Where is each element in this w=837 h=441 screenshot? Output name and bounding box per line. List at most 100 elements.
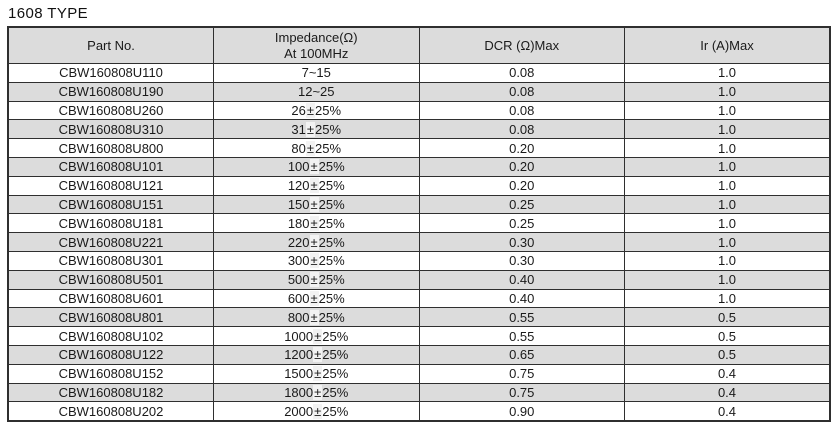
- cell-impedance: 120±25%: [213, 175, 420, 196]
- cell-ir: 1.0: [624, 156, 831, 177]
- table-row: CBW160808U800 80±25% 0.20 1.0: [7, 138, 831, 158]
- col-header-part-no: Part No.: [7, 26, 214, 64]
- cell-part-no: CBW160808U501: [7, 269, 214, 290]
- cell-dcr: 0.25: [418, 213, 625, 234]
- cell-dcr: 0.20: [418, 156, 625, 177]
- cell-part-no: CBW160808U101: [7, 156, 214, 177]
- col-header-dcr: DCR (Ω)Max: [418, 26, 625, 64]
- table-row: CBW160808U190 12~25 0.08 1.0: [7, 81, 831, 102]
- plus-minus-glyph: ±: [313, 328, 323, 344]
- cell-part-no: CBW160808U221: [7, 232, 214, 252]
- cell-impedance: 31±25%: [213, 119, 420, 140]
- cell-ir: 1.0: [624, 119, 831, 140]
- cell-impedance: 500±25%: [213, 269, 420, 290]
- cell-impedance: 26±25%: [213, 100, 420, 121]
- cell-impedance: 800±25%: [213, 307, 420, 328]
- cell-part-no: CBW160808U260: [7, 100, 214, 121]
- cell-part-no: CBW160808U182: [7, 382, 214, 403]
- cell-part-no: CBW160808U801: [7, 307, 214, 328]
- cell-dcr: 0.08: [418, 81, 625, 102]
- plus-minus-glyph: ±: [305, 121, 316, 137]
- cell-ir: 0.5: [624, 307, 831, 328]
- page-title: 1608 TYPE: [8, 5, 89, 22]
- cell-impedance: 300±25%: [213, 250, 420, 271]
- cell-dcr: 0.08: [418, 119, 625, 140]
- col-header-impedance-line1: Impedance(Ω): [274, 29, 358, 45]
- cell-part-no: CBW160808U310: [7, 119, 214, 140]
- plus-minus-glyph: ±: [309, 253, 319, 269]
- cell-part-no: CBW160808U601: [7, 288, 214, 309]
- cell-part-no: CBW160808U202: [7, 401, 214, 422]
- header-row: Part No. Impedance(Ω) At 100MHz DCR (Ω)M…: [7, 26, 831, 64]
- cell-ir: 1.0: [624, 138, 831, 158]
- table-row: CBW160808U221 220±25% 0.30 1.0: [7, 232, 831, 252]
- plus-minus-glyph: ±: [313, 403, 323, 419]
- cell-impedance: 600±25%: [213, 288, 420, 309]
- cell-impedance: 1200±25%: [213, 344, 420, 365]
- cell-ir: 1.0: [624, 269, 831, 290]
- spec-table: Part No. Impedance(Ω) At 100MHz DCR (Ω)M…: [7, 26, 831, 423]
- cell-impedance: 220±25%: [213, 232, 420, 252]
- table-row: CBW160808U182 1800±25% 0.75 0.4: [7, 382, 831, 403]
- table-row: CBW160808U801 800±25% 0.55 0.5: [7, 307, 831, 328]
- col-header-impedance: Impedance(Ω) At 100MHz: [213, 26, 420, 64]
- cell-dcr: 0.40: [418, 288, 625, 309]
- table-row: CBW160808U110 7~15 0.08 1.0: [7, 63, 831, 83]
- cell-ir: 0.5: [624, 326, 831, 346]
- cell-ir: 1.0: [624, 288, 831, 309]
- table-row: CBW160808U152 1500±25% 0.75 0.4: [7, 363, 831, 384]
- col-header-impedance-line2: At 100MHz: [284, 45, 349, 61]
- cell-dcr: 0.25: [418, 194, 625, 215]
- cell-part-no: CBW160808U122: [7, 344, 214, 365]
- cell-ir: 1.0: [624, 250, 831, 271]
- cell-impedance: 1500±25%: [213, 363, 420, 384]
- cell-dcr: 0.20: [418, 138, 625, 158]
- cell-dcr: 0.75: [418, 382, 625, 403]
- table-row: CBW160808U202 2000±25% 0.90 0.4: [7, 401, 831, 422]
- cell-part-no: CBW160808U110: [7, 63, 214, 83]
- cell-impedance: 2000±25%: [213, 401, 420, 422]
- cell-impedance: 1800±25%: [213, 382, 420, 403]
- cell-part-no: CBW160808U152: [7, 363, 214, 384]
- table-row: CBW160808U121 120±25% 0.20 1.0: [7, 175, 831, 196]
- plus-minus-glyph: ±: [309, 309, 319, 325]
- cell-ir: 1.0: [624, 213, 831, 234]
- cell-ir: 1.0: [624, 175, 831, 196]
- cell-impedance: 12~25: [213, 81, 420, 102]
- cell-ir: 1.0: [624, 232, 831, 252]
- cell-dcr: 0.40: [418, 269, 625, 290]
- cell-dcr: 0.20: [418, 175, 625, 196]
- plus-minus-glyph: ±: [313, 366, 323, 382]
- cell-dcr: 0.55: [418, 307, 625, 328]
- cell-impedance: 1000±25%: [213, 326, 420, 346]
- cell-impedance: 100±25%: [213, 156, 420, 177]
- plus-minus-glyph: ±: [309, 178, 319, 194]
- cell-dcr: 0.30: [418, 250, 625, 271]
- table-row: CBW160808U181 180±25% 0.25 1.0: [7, 213, 831, 234]
- cell-ir: 1.0: [624, 63, 831, 83]
- table-row: CBW160808U122 1200±25% 0.65 0.5: [7, 344, 831, 365]
- cell-part-no: CBW160808U151: [7, 194, 214, 215]
- table-row: CBW160808U260 26±25% 0.08 1.0: [7, 100, 831, 121]
- cell-dcr: 0.65: [418, 344, 625, 365]
- cell-dcr: 0.08: [418, 100, 625, 121]
- plus-minus-glyph: ±: [309, 272, 319, 288]
- cell-ir: 0.4: [624, 363, 831, 384]
- cell-impedance: 80±25%: [213, 138, 420, 158]
- cell-ir: 1.0: [624, 81, 831, 102]
- cell-ir: 1.0: [624, 194, 831, 215]
- cell-dcr: 0.30: [418, 232, 625, 252]
- cell-ir: 0.5: [624, 344, 831, 365]
- cell-impedance: 180±25%: [213, 213, 420, 234]
- cell-part-no: CBW160808U301: [7, 250, 214, 271]
- cell-part-no: CBW160808U800: [7, 138, 214, 158]
- table-row: CBW160808U310 31±25% 0.08 1.0: [7, 119, 831, 140]
- cell-ir: 0.4: [624, 382, 831, 403]
- cell-dcr: 0.08: [418, 63, 625, 83]
- plus-minus-glyph: ±: [313, 347, 323, 363]
- table-row: CBW160808U151 150±25% 0.25 1.0: [7, 194, 831, 215]
- cell-part-no: CBW160808U181: [7, 213, 214, 234]
- plus-minus-glyph: ±: [309, 196, 319, 212]
- cell-part-no: CBW160808U190: [7, 81, 214, 102]
